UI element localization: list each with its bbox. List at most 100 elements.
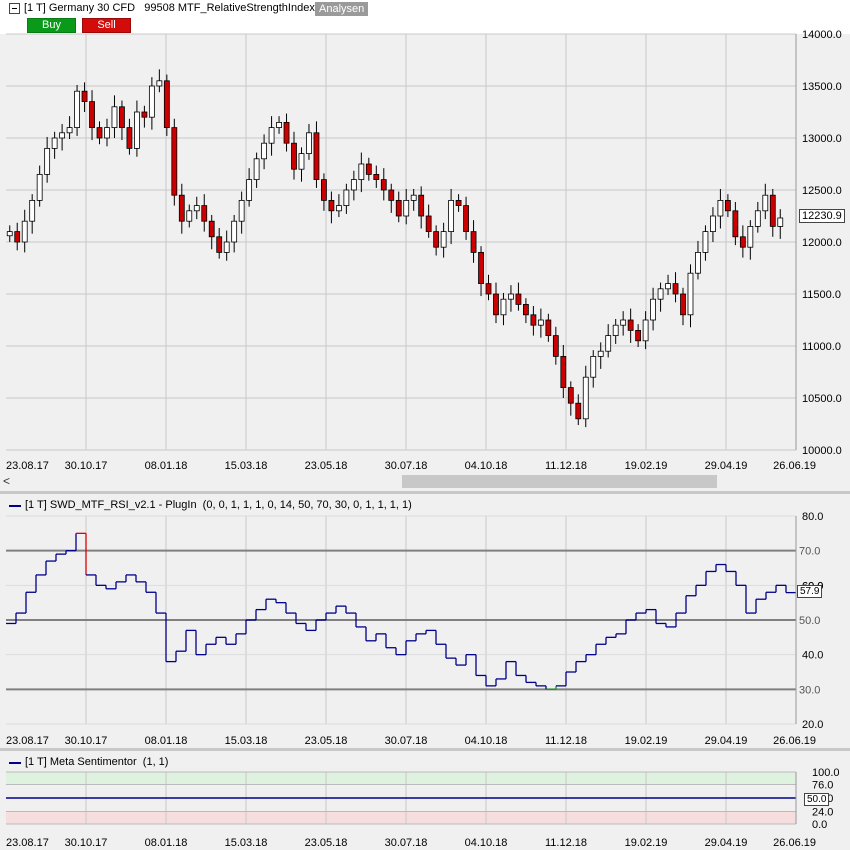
candle-body [148, 85, 155, 118]
candle-body [747, 225, 754, 248]
candle-body [769, 194, 776, 227]
candle-body [717, 199, 724, 217]
x-tick-label: 19.02.19 [625, 460, 668, 472]
x-tick-label: 23.05.18 [305, 735, 348, 747]
panel-divider[interactable] [0, 748, 850, 751]
title-bar [0, 0, 850, 34]
last-price-label: 12230.9 [799, 209, 845, 223]
price-tick-label: 13000.0 [802, 133, 842, 145]
rsi-level-label: 50.0 [799, 615, 820, 627]
candle-body [537, 319, 544, 326]
candle-body [762, 194, 769, 212]
candle-body [515, 293, 522, 305]
candle-body [253, 158, 260, 181]
x-axis-price: 23.08.17 30.10.17 08.01.18 15.03.18 23.05.18… [6, 460, 816, 472]
candle-body [567, 387, 574, 404]
sentiment-tick-label: 0.0 [812, 819, 827, 831]
x-tick-label: 08.01.18 [145, 735, 188, 747]
candle-body [111, 106, 118, 129]
candle-body [36, 173, 43, 201]
candle-body [96, 127, 103, 139]
candle-body [440, 231, 447, 248]
candle-body [575, 402, 582, 420]
candle-body [335, 205, 342, 212]
sentiment-current-value: 50.0 [804, 793, 830, 806]
candle-body [410, 194, 417, 201]
candle-body [358, 163, 365, 180]
candle-body [201, 205, 208, 222]
candle-body [470, 231, 477, 253]
x-tick-label: 19.02.19 [625, 735, 668, 747]
x-tick-label: 30.07.18 [385, 837, 428, 849]
x-tick-label: 15.03.18 [225, 735, 268, 747]
candle-body [343, 189, 350, 206]
candle-body [81, 90, 88, 102]
candle-body [395, 199, 402, 217]
price-tick-label: 14000.0 [802, 29, 842, 41]
candle-body [178, 194, 185, 222]
candle-body [732, 210, 739, 238]
candle-body [552, 335, 559, 357]
candle-body [373, 173, 380, 180]
candle-body [29, 199, 36, 222]
x-tick-label: 23.05.18 [305, 837, 348, 849]
candle-body [493, 293, 499, 316]
candle-body [433, 231, 440, 248]
x-axis-sentiment: 23.08.17 30.10.17 08.01.18 15.03.18 23.05.18… [6, 837, 816, 849]
rsi-current-value: 57.9 [797, 585, 823, 598]
candle-body [560, 355, 567, 388]
panel-divider[interactable] [0, 491, 850, 494]
sentiment-tick-label: 24.0 [812, 807, 833, 819]
x-tick-label: 15.03.18 [225, 837, 268, 849]
candle-body [680, 293, 686, 316]
candle-body [313, 132, 320, 181]
x-tick-label: 30.10.17 [65, 735, 108, 747]
candle-body [627, 319, 634, 331]
candle-body [186, 210, 193, 222]
x-tick-label: 29.04.19 [705, 735, 748, 747]
x-tick-label: 04.10.18 [465, 837, 508, 849]
candle-body [635, 329, 642, 342]
price-tick-label: 13500.0 [802, 81, 842, 93]
price-tick-label: 11000.0 [802, 341, 841, 353]
sentiment-panel-title: [1 T] Meta Sentimentor (1, 1) [25, 756, 169, 768]
candle-body [455, 199, 462, 206]
rsi-tick-label: 20.0 [802, 719, 823, 731]
candle-body [463, 205, 469, 233]
candle-body [306, 132, 312, 155]
x-tick-label: 11.12.18 [545, 460, 587, 472]
sentiment-tick-label: 100.0 [812, 767, 840, 779]
candle-body [193, 205, 200, 212]
collapse-icon[interactable] [9, 3, 20, 14]
candle-body [104, 127, 110, 139]
sell-button[interactable]: Sell [82, 18, 131, 33]
candle-body [321, 179, 327, 201]
candle-body [14, 231, 21, 243]
candle-body [695, 251, 701, 274]
x-tick-label: 19.02.19 [625, 837, 668, 849]
rsi-tick-label: 80.0 [802, 511, 823, 523]
candle-body [156, 80, 163, 87]
x-tick-label: 11.12.18 [545, 837, 587, 849]
scrollbar-thumb[interactable] [402, 475, 717, 488]
candle-body [208, 220, 215, 238]
buy-button[interactable]: Buy [27, 18, 76, 33]
x-tick-label: 04.10.18 [465, 460, 508, 472]
x-tick-label: 30.07.18 [385, 735, 428, 747]
chart-title: [1 T] Germany 30 CFD 99508 MTF_RelativeS… [24, 2, 315, 14]
x-tick-label: 08.01.18 [145, 460, 188, 472]
price-tick-label: 12000.0 [802, 237, 842, 249]
analysen-button[interactable]: Analysen [315, 2, 369, 16]
price-tick-label: 12500.0 [802, 185, 842, 197]
rsi-legend-icon [9, 505, 21, 507]
candle-body [216, 236, 223, 253]
sentiment-tick-label: 76.0 [812, 779, 833, 791]
candles [6, 69, 784, 428]
candle-body [418, 194, 425, 217]
rsi-tick-label: 40.0 [802, 650, 823, 662]
scroll-left-arrow-icon[interactable]: < [3, 474, 11, 488]
sentiment-lines [6, 771, 796, 825]
sentiment-bear-zone [6, 812, 796, 824]
candle-body [612, 324, 619, 337]
